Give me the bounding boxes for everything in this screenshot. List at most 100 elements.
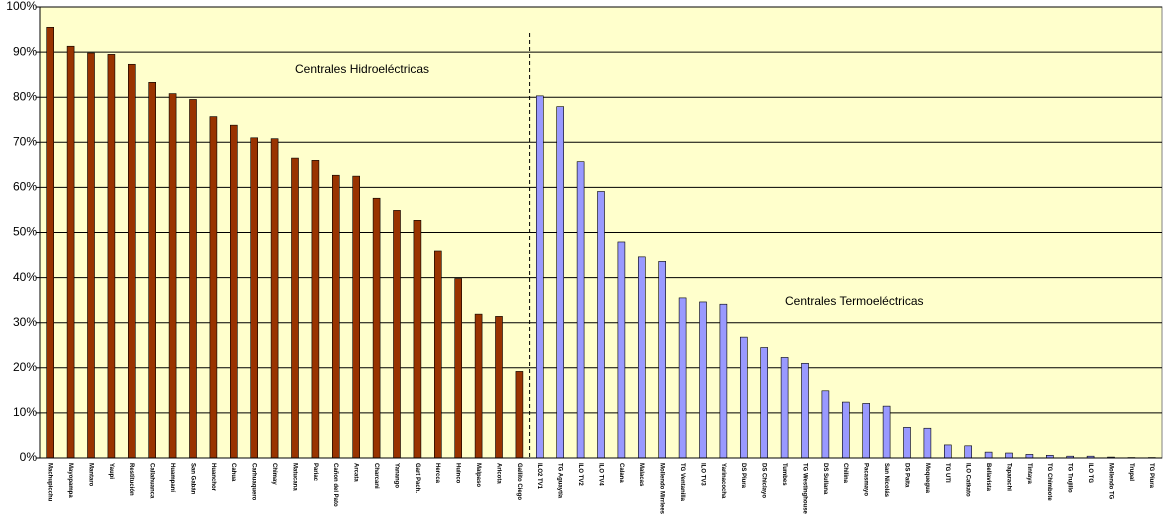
bar (597, 191, 605, 459)
bar (862, 403, 871, 459)
x-tick-label: Machupicchu (47, 463, 53, 502)
x-tick-label: Huanchor (210, 463, 216, 492)
bar (882, 405, 891, 459)
bar (556, 106, 565, 459)
x-tick-label: ILO TV2 (577, 463, 583, 486)
x-tick-label: TG Ventanilla (679, 463, 685, 502)
x-tick-label: Cahua (230, 463, 236, 482)
bar (128, 63, 136, 459)
bar (230, 124, 238, 459)
bar (372, 197, 381, 459)
x-tick-label: TG UTI (944, 463, 950, 483)
bar (903, 427, 911, 459)
bar (311, 160, 320, 459)
bar (760, 347, 769, 459)
bar (107, 54, 116, 459)
x-tick-label: Mollendo Mirrlees (659, 463, 665, 515)
x-tick-label: Pariac (312, 463, 318, 482)
bar (658, 261, 667, 459)
x-tick-label: Matucana (291, 463, 297, 491)
x-tick-label: Restitución (128, 463, 134, 496)
bar (515, 371, 524, 459)
x-tick-label: Tintaya (1026, 463, 1032, 485)
bar (495, 316, 503, 459)
bar (943, 444, 952, 459)
bar (535, 95, 544, 459)
x-tick-label: Chilina (842, 463, 848, 484)
y-tick-label: 50% (13, 225, 37, 239)
x-tick-label: Gart Pach. (414, 463, 420, 493)
x-tick-label: ILO TV3 (699, 463, 705, 486)
y-tick-label: 40% (13, 270, 37, 284)
y-tick-label: 30% (13, 315, 37, 329)
x-tick-label: TG Trujillo (1067, 463, 1073, 493)
bar (1005, 452, 1013, 459)
x-tick-label: Malpaso (475, 463, 481, 487)
x-tick-label: Callahuanca (149, 463, 155, 499)
x-tick-label: Mollendo TG (1107, 463, 1113, 500)
bar (739, 336, 748, 459)
x-tick-label: Arcata (353, 463, 359, 482)
bar (433, 250, 442, 459)
bar (331, 174, 340, 459)
x-tick-label: TG Piura (1148, 463, 1154, 489)
x-tick-label: Bellavista (985, 463, 991, 492)
bar (87, 52, 95, 459)
bar (719, 303, 728, 459)
bar (699, 301, 707, 459)
x-tick-label: Moquegua (924, 463, 930, 494)
bar (413, 220, 422, 459)
bar (1025, 454, 1034, 459)
bar (923, 427, 932, 459)
x-tick-label: Taparachi (1005, 463, 1011, 491)
x-tick-label: Yarinacocha (720, 463, 726, 499)
y-tick-label: 0% (20, 450, 38, 464)
bar (841, 401, 850, 459)
annotation: Centrales Hidroeléctricas (295, 62, 429, 76)
y-tick-label: 20% (13, 360, 37, 374)
y-tick-label: 80% (13, 89, 37, 103)
x-tick-label: San Nicolás (883, 463, 889, 498)
bar (637, 256, 646, 459)
x-tick-label: Hercca (434, 463, 440, 484)
x-tick-label: TG Aguaytía (557, 463, 563, 499)
y-tick-label: 70% (13, 134, 37, 148)
bar (617, 241, 626, 459)
x-tick-label: Tumbes (781, 463, 787, 486)
bar (780, 357, 789, 459)
x-tick-label: Calana (618, 463, 624, 483)
x-tick-label: Chimay (271, 463, 277, 485)
y-tick-label: 10% (13, 405, 37, 419)
bar (66, 45, 75, 459)
bar (454, 278, 463, 459)
x-tick-label: ILO Catkato (965, 463, 971, 497)
x-tick-label: DS Paita (903, 463, 909, 488)
x-tick-label: Yanango (393, 463, 399, 488)
x-tick-label: ILO TG (1087, 463, 1093, 483)
annotation: Centrales Termoeléctricas (785, 294, 924, 308)
x-tick-label: Huampaní (169, 463, 175, 492)
x-tick-label: TG Westinghouse (801, 463, 807, 515)
bar (189, 99, 197, 459)
x-tick-label: Trupal (1128, 463, 1134, 481)
x-tick-label: Cañon del Pato (332, 463, 338, 507)
bar (168, 93, 177, 459)
x-tick-label: Gallito Ciego (516, 463, 522, 500)
x-tick-label: TG Chimbote (1046, 463, 1052, 501)
bar (209, 116, 218, 459)
x-tick-label: Aricota (495, 463, 501, 484)
bar (46, 26, 55, 459)
y-tick-label: 100% (6, 0, 37, 13)
bar (984, 451, 993, 459)
bar (801, 362, 809, 459)
bar (270, 138, 279, 459)
x-tick-label: San Gabán (189, 463, 195, 495)
bar (474, 313, 483, 459)
y-tick-label: 60% (13, 180, 37, 194)
x-tick-label: DS Piura (740, 463, 746, 489)
bar (964, 445, 973, 459)
bar (352, 175, 361, 459)
x-tick-label: Mayopampa (67, 463, 73, 498)
bar (148, 82, 156, 459)
